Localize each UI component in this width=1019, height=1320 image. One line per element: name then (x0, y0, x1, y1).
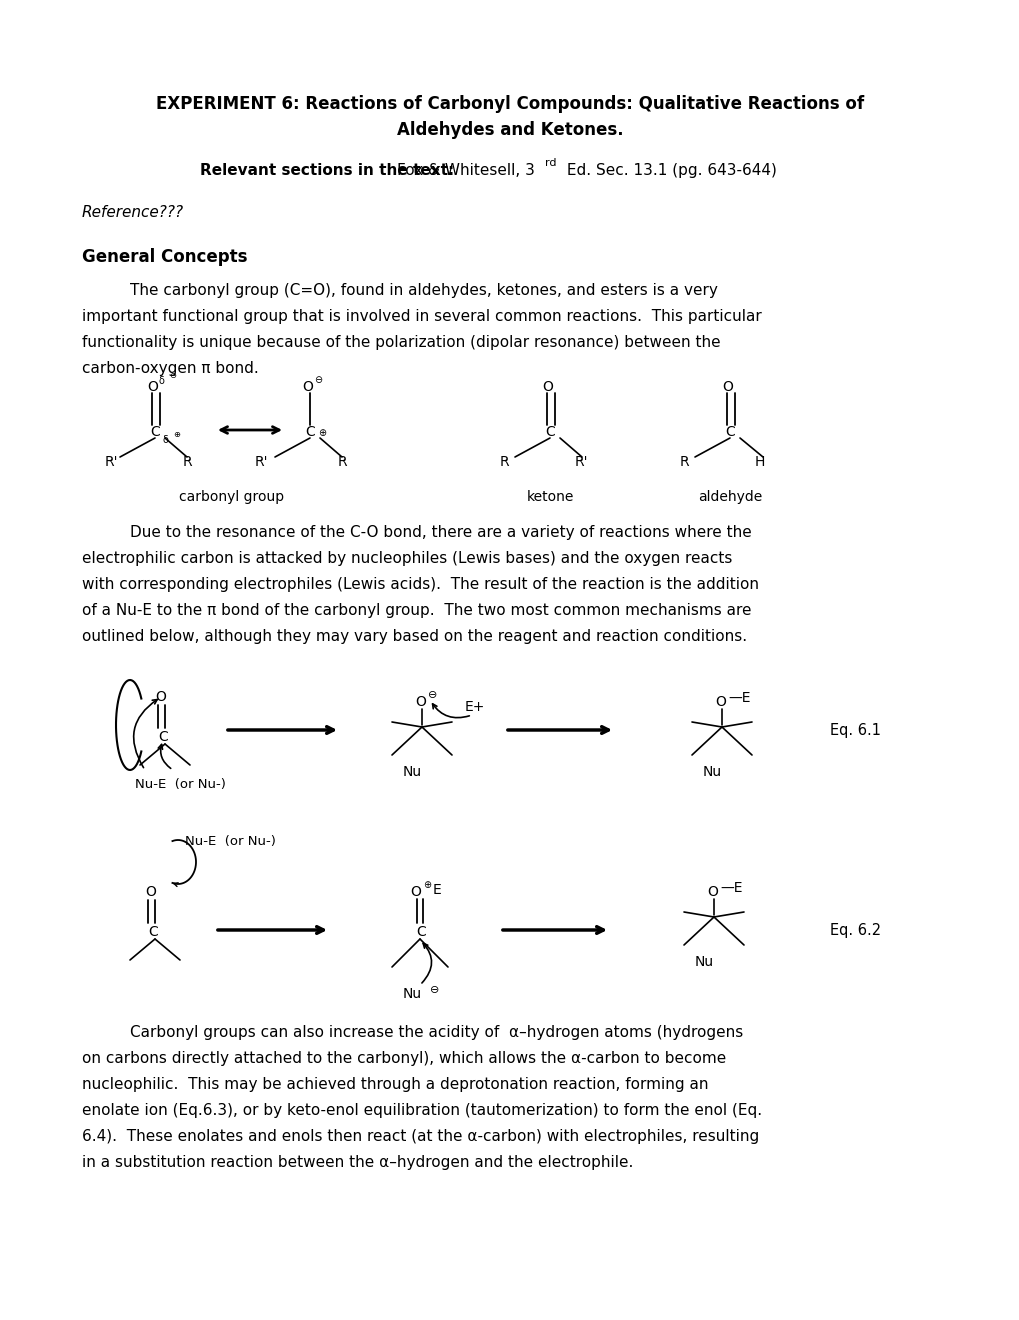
Text: Fox & Whitesell, 3: Fox & Whitesell, 3 (396, 162, 534, 178)
Text: outlined below, although they may vary based on the reagent and reaction conditi: outlined below, although they may vary b… (82, 630, 746, 644)
Text: E: E (433, 883, 441, 898)
Text: C: C (148, 925, 158, 939)
Text: δ: δ (159, 376, 165, 385)
Text: C: C (305, 425, 315, 440)
Text: ⊕: ⊕ (423, 880, 431, 890)
Text: —E: —E (719, 880, 742, 895)
Text: C: C (150, 425, 160, 440)
Text: R: R (337, 455, 347, 469)
Text: functionality is unique because of the polarization (dipolar resonance) between : functionality is unique because of the p… (82, 335, 719, 350)
Text: Nu: Nu (702, 766, 720, 779)
Text: C: C (416, 925, 425, 939)
Text: Nu-E  (or Nu-): Nu-E (or Nu-) (184, 836, 275, 847)
Text: 6.4).  These enolates and enols then react (at the α-carbon) with electrophiles,: 6.4). These enolates and enols then reac… (82, 1129, 758, 1144)
Text: EXPERIMENT 6: Reactions of Carbonyl Compounds: Qualitative Reactions of: EXPERIMENT 6: Reactions of Carbonyl Comp… (156, 95, 863, 114)
Text: R: R (182, 455, 193, 469)
Text: Relevant sections in the text:: Relevant sections in the text: (200, 162, 453, 178)
Text: O: O (721, 380, 733, 393)
Text: The carbonyl group (C=O), found in aldehydes, ketones, and esters is a very: The carbonyl group (C=O), found in aldeh… (129, 282, 717, 298)
Text: ketone: ketone (526, 490, 573, 504)
Text: C: C (544, 425, 554, 440)
Text: Nu: Nu (403, 987, 421, 1001)
Text: ⊖: ⊖ (428, 690, 437, 700)
Text: R: R (680, 455, 689, 469)
Text: ⊖: ⊖ (169, 371, 176, 380)
Text: O: O (714, 696, 726, 709)
Text: Ed. Sec. 13.1 (pg. 643-644): Ed. Sec. 13.1 (pg. 643-644) (561, 162, 776, 178)
Text: O: O (155, 690, 166, 704)
Text: H: H (754, 455, 764, 469)
Text: Nu: Nu (694, 954, 713, 969)
Text: C: C (158, 730, 167, 744)
Text: O: O (145, 884, 156, 899)
Text: —E: —E (728, 690, 750, 705)
Text: ⊖: ⊖ (430, 985, 439, 995)
Text: carbon-oxygen π bond.: carbon-oxygen π bond. (82, 360, 259, 376)
Text: O: O (541, 380, 552, 393)
Text: nucleophilic.  This may be achieved through a deprotonation reaction, forming an: nucleophilic. This may be achieved throu… (82, 1077, 708, 1092)
Text: of a Nu-E to the π bond of the carbonyl group.  The two most common mechanisms a: of a Nu-E to the π bond of the carbonyl … (82, 603, 751, 618)
Text: aldehyde: aldehyde (697, 490, 761, 504)
Text: in a substitution reaction between the α–hydrogen and the electrophile.: in a substitution reaction between the α… (82, 1155, 633, 1170)
Text: Reference???: Reference??? (82, 205, 184, 220)
Text: Carbonyl groups can also increase the acidity of  α–hydrogen atoms (hydrogens: Carbonyl groups can also increase the ac… (129, 1026, 743, 1040)
Text: O: O (415, 696, 426, 709)
Text: Eq. 6.1: Eq. 6.1 (829, 723, 880, 738)
Text: R': R' (255, 455, 268, 469)
Text: E+: E+ (465, 700, 485, 714)
Text: with corresponding electrophiles (Lewis acids).  The result of the reaction is t: with corresponding electrophiles (Lewis … (82, 577, 758, 591)
Text: R': R' (575, 455, 588, 469)
Text: carbonyl group: carbonyl group (179, 490, 284, 504)
Text: δ: δ (163, 436, 169, 445)
Text: R: R (499, 455, 510, 469)
Text: O: O (147, 380, 158, 393)
Text: on carbons directly attached to the carbonyl), which allows the α-carbon to beco: on carbons directly attached to the carb… (82, 1051, 726, 1067)
Text: O: O (706, 884, 717, 899)
Text: ⊕: ⊕ (173, 430, 179, 440)
Text: Eq. 6.2: Eq. 6.2 (829, 923, 880, 939)
Text: C: C (725, 425, 734, 440)
Text: electrophilic carbon is attacked by nucleophiles (Lewis bases) and the oxygen re: electrophilic carbon is attacked by nucl… (82, 550, 732, 566)
Text: Nu-E  (or Nu-): Nu-E (or Nu-) (135, 777, 225, 791)
Text: Due to the resonance of the C-O bond, there are a variety of reactions where the: Due to the resonance of the C-O bond, th… (129, 525, 751, 540)
Text: important functional group that is involved in several common reactions.  This p: important functional group that is invol… (82, 309, 761, 323)
Text: ⊖: ⊖ (314, 375, 322, 385)
Text: General Concepts: General Concepts (82, 248, 248, 267)
Text: rd: rd (544, 158, 556, 168)
Text: ⊕: ⊕ (318, 428, 326, 438)
Text: enolate ion (Eq.6.3), or by keto-enol equilibration (tautomerization) to form th: enolate ion (Eq.6.3), or by keto-enol eq… (82, 1104, 761, 1118)
Text: R': R' (105, 455, 118, 469)
Text: Nu: Nu (403, 766, 421, 779)
Text: Aldehydes and Ketones.: Aldehydes and Ketones. (396, 121, 623, 139)
Text: O: O (410, 884, 421, 899)
Text: O: O (302, 380, 313, 393)
